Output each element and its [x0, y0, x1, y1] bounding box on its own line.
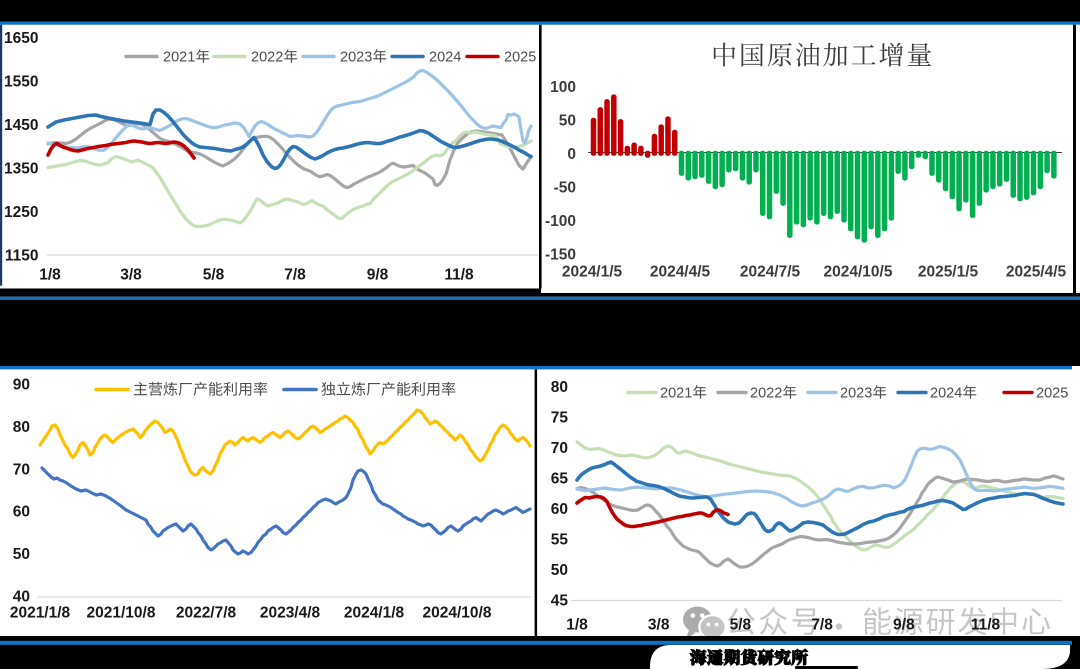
- svg-text:2022: 2022: [750, 386, 782, 402]
- svg-text:2021/10/8: 2021/10/8: [87, 605, 156, 622]
- svg-text:75: 75: [551, 410, 569, 427]
- svg-text:3/8: 3/8: [648, 617, 670, 634]
- svg-text:60: 60: [13, 504, 30, 521]
- svg-text:50: 50: [551, 562, 568, 579]
- svg-text:100: 100: [550, 79, 576, 96]
- svg-text:2025: 2025: [504, 50, 536, 66]
- svg-text:1650: 1650: [4, 30, 38, 47]
- svg-text:2024: 2024: [930, 386, 962, 402]
- svg-text:1/8: 1/8: [566, 617, 588, 634]
- svg-text:1150: 1150: [5, 248, 39, 265]
- svg-text:1450: 1450: [4, 117, 38, 134]
- svg-text:2022/7/8: 2022/7/8: [176, 605, 237, 622]
- svg-text:9/8: 9/8: [893, 617, 915, 634]
- svg-text:70: 70: [13, 462, 30, 479]
- svg-text:-150: -150: [545, 247, 576, 264]
- svg-text:80: 80: [551, 379, 568, 396]
- svg-text:50: 50: [559, 113, 576, 130]
- svg-text:70: 70: [551, 440, 568, 457]
- svg-text:2024/10/8: 2024/10/8: [423, 605, 492, 622]
- svg-text:2024: 2024: [429, 50, 461, 66]
- svg-text:9/8: 9/8: [367, 267, 389, 284]
- svg-text:7/8: 7/8: [811, 617, 833, 634]
- svg-text:45: 45: [551, 593, 569, 610]
- svg-text:2024/1/5: 2024/1/5: [562, 264, 623, 281]
- svg-text:2022: 2022: [251, 50, 283, 66]
- svg-text:11/8: 11/8: [971, 617, 1001, 634]
- svg-text:2023: 2023: [840, 386, 872, 402]
- svg-text:2024/1/8: 2024/1/8: [344, 605, 405, 622]
- svg-text:2024/4/5: 2024/4/5: [650, 264, 711, 281]
- svg-text:2024/10/5: 2024/10/5: [824, 264, 893, 281]
- svg-text:11/8: 11/8: [444, 267, 474, 284]
- svg-text:1550: 1550: [4, 74, 38, 91]
- svg-text:1/8: 1/8: [39, 267, 61, 284]
- svg-text:1350: 1350: [4, 161, 38, 178]
- svg-text:90: 90: [13, 377, 30, 394]
- svg-text:7/8: 7/8: [284, 267, 306, 284]
- svg-text:2021: 2021: [163, 50, 195, 66]
- svg-text:2023: 2023: [340, 50, 372, 66]
- svg-text:5/8: 5/8: [730, 617, 752, 634]
- svg-text:2024/7/5: 2024/7/5: [740, 264, 801, 281]
- svg-text:3/8: 3/8: [120, 267, 142, 284]
- svg-text:2025: 2025: [1036, 386, 1068, 402]
- svg-text:-50: -50: [554, 180, 576, 197]
- svg-text:2021: 2021: [660, 386, 692, 402]
- svg-text:50: 50: [13, 546, 30, 563]
- svg-text:60: 60: [551, 501, 568, 518]
- svg-text:0: 0: [567, 146, 576, 163]
- svg-text:5/8: 5/8: [203, 267, 225, 284]
- svg-text:40: 40: [13, 589, 30, 606]
- svg-text:2023/4/8: 2023/4/8: [260, 605, 321, 622]
- svg-text:2021/1/8: 2021/1/8: [10, 605, 71, 622]
- svg-text:65: 65: [551, 471, 569, 488]
- svg-text:-100: -100: [545, 213, 576, 230]
- svg-text:80: 80: [13, 419, 30, 436]
- svg-text:2025/1/5: 2025/1/5: [918, 264, 979, 281]
- svg-text:1250: 1250: [4, 204, 38, 221]
- svg-text:2025/4/5: 2025/4/5: [1006, 264, 1067, 281]
- svg-text:55: 55: [551, 532, 569, 549]
